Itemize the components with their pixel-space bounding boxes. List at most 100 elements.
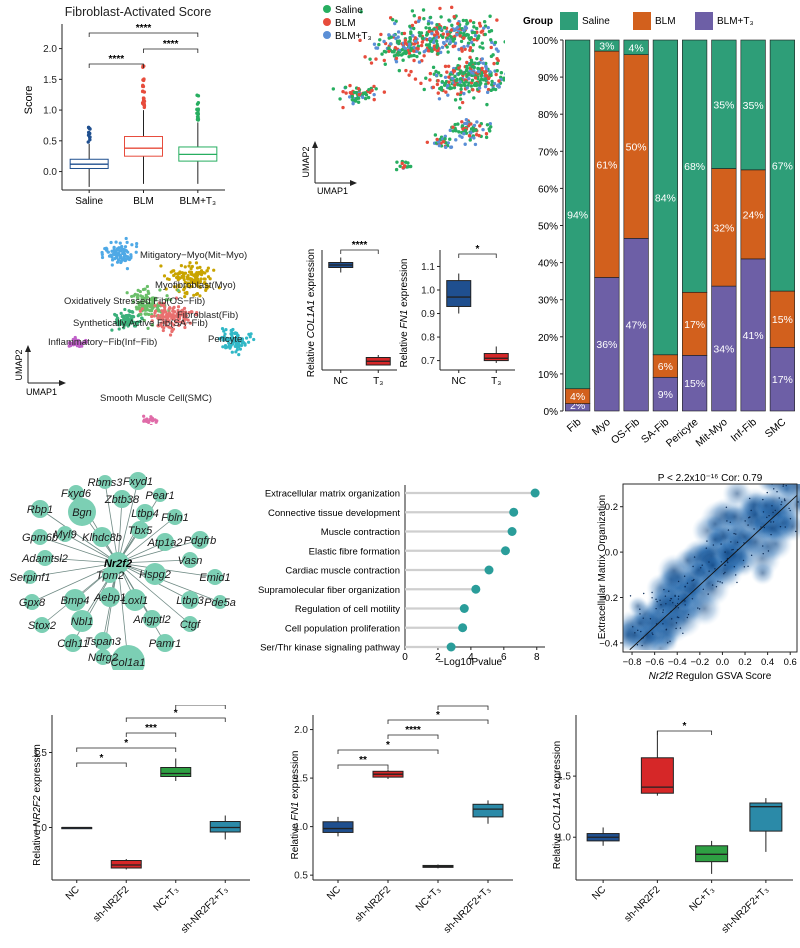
scatter-point <box>788 507 790 510</box>
x-tick-label: sh-NR2F2+T₃ <box>179 884 230 935</box>
umap-cell-point <box>350 97 354 102</box>
outlier-point <box>140 84 145 89</box>
gene-node <box>156 533 174 551</box>
umap-cell-point <box>407 51 412 56</box>
cluster-cell-point <box>127 321 131 325</box>
umap-cell-point <box>496 49 500 53</box>
outlier-point <box>142 96 146 101</box>
umap-cell-point <box>368 90 372 95</box>
y-tick-label: 1.5 <box>33 748 47 759</box>
box <box>209 821 241 833</box>
cluster-cell-point <box>110 263 114 267</box>
umap-cell-point <box>412 42 417 46</box>
cluster-cell-point <box>204 286 208 291</box>
umap-cell-point <box>416 47 420 51</box>
umap-cell-point <box>420 40 425 44</box>
cluster-cell-point <box>100 255 105 260</box>
umap-cell-point <box>483 84 488 89</box>
significance-label: * <box>386 740 390 751</box>
umap-cell-point <box>488 70 492 74</box>
cluster-cell-point <box>123 245 128 249</box>
scatter-point <box>762 511 765 513</box>
cluster-cell-point <box>247 332 251 336</box>
cluster-cell-point <box>138 309 142 313</box>
umap-cell-point <box>467 81 471 85</box>
legend-swatch <box>560 12 578 30</box>
umap-cell-point <box>489 38 493 42</box>
umap-cell-point <box>416 19 421 24</box>
umap-cell-point <box>467 77 471 81</box>
cluster-cell-point <box>178 270 182 274</box>
outlier-point <box>195 102 200 106</box>
y-tick-label: 50% <box>538 222 558 233</box>
cluster-cell-point <box>146 326 150 330</box>
scatter-point <box>637 629 639 632</box>
cluster-cell-point <box>155 305 160 309</box>
scatter-point <box>665 629 667 631</box>
cluster-cell-point <box>123 307 127 312</box>
umap-cell-point <box>400 47 404 52</box>
cluster-cell-point <box>109 240 113 245</box>
umap-cell-point <box>451 37 455 42</box>
umap-cell-point <box>456 21 460 26</box>
umap-cell-point <box>363 55 367 59</box>
umap-cell-point <box>419 43 424 48</box>
x-tick-label: NC <box>334 376 348 387</box>
umap-cell-point <box>466 41 471 45</box>
umap-cell-point <box>468 48 472 52</box>
umap-cell-point <box>473 61 477 65</box>
legend-swatch <box>695 12 713 30</box>
umap-cell-point <box>389 35 393 39</box>
cluster-cell-point <box>121 251 125 256</box>
umap-cell-point <box>443 64 448 69</box>
umap-cell-point <box>446 50 450 54</box>
panel-a-ylabel: Score <box>23 86 35 115</box>
outlier-point <box>86 140 90 144</box>
segment-label: 6% <box>658 361 673 373</box>
umap-cell-point <box>456 92 460 96</box>
cluster-cell-point <box>119 311 123 315</box>
umap-cell-point <box>382 58 387 63</box>
scatter-point <box>684 600 686 602</box>
scatter-point <box>674 595 676 598</box>
density-blob <box>753 493 778 518</box>
umap-cell-point <box>488 129 492 133</box>
umap-cell-point <box>435 49 439 53</box>
umap-cell-point <box>431 65 436 70</box>
scatter-point <box>712 544 715 546</box>
umap-cell-point <box>469 131 473 135</box>
scatter-point <box>664 595 667 597</box>
segment-label: 32% <box>713 222 734 234</box>
cluster-cell-point <box>135 295 140 299</box>
umap-cell-point <box>483 73 488 78</box>
gene-label: Angptl2 <box>132 614 170 626</box>
cluster-cell-point <box>198 285 202 289</box>
segment-label: 15% <box>772 314 793 326</box>
outlier-point <box>196 111 200 115</box>
significance-bracket <box>437 705 489 710</box>
umap-cell-point <box>356 87 361 91</box>
gene-node <box>98 475 112 489</box>
gene-label: Gpm6b <box>22 532 58 544</box>
gene-node <box>102 567 118 583</box>
umap-cell-point <box>407 73 411 77</box>
x-tick-label: 0.2 <box>738 657 751 668</box>
scatter-point <box>762 545 764 547</box>
umap-cell-point <box>400 161 404 166</box>
y-tick-label: 1.5 <box>557 772 571 783</box>
umap-cell-point <box>481 61 486 65</box>
significance-label: * <box>461 705 465 707</box>
umap-cell-point <box>468 138 472 142</box>
segment-label: 15% <box>684 378 705 390</box>
svg-text:Nr2f2 Regulon GSVA Score: Nr2f2 Regulon GSVA Score <box>649 671 772 682</box>
panel-b-umap2-label: UMAP2 <box>301 146 311 177</box>
network-edge <box>117 562 221 603</box>
scatter-point <box>679 627 682 629</box>
box <box>749 802 783 832</box>
stacked-bar-segment <box>740 169 766 260</box>
umap-cell-point <box>418 34 422 38</box>
umap-cell-point <box>363 91 367 95</box>
panel-h-xlabel-gene: Nr2f2 <box>649 671 674 682</box>
umap-cell-point <box>457 130 461 134</box>
panel-i2-ylabel-gene: FN1 <box>290 802 301 821</box>
